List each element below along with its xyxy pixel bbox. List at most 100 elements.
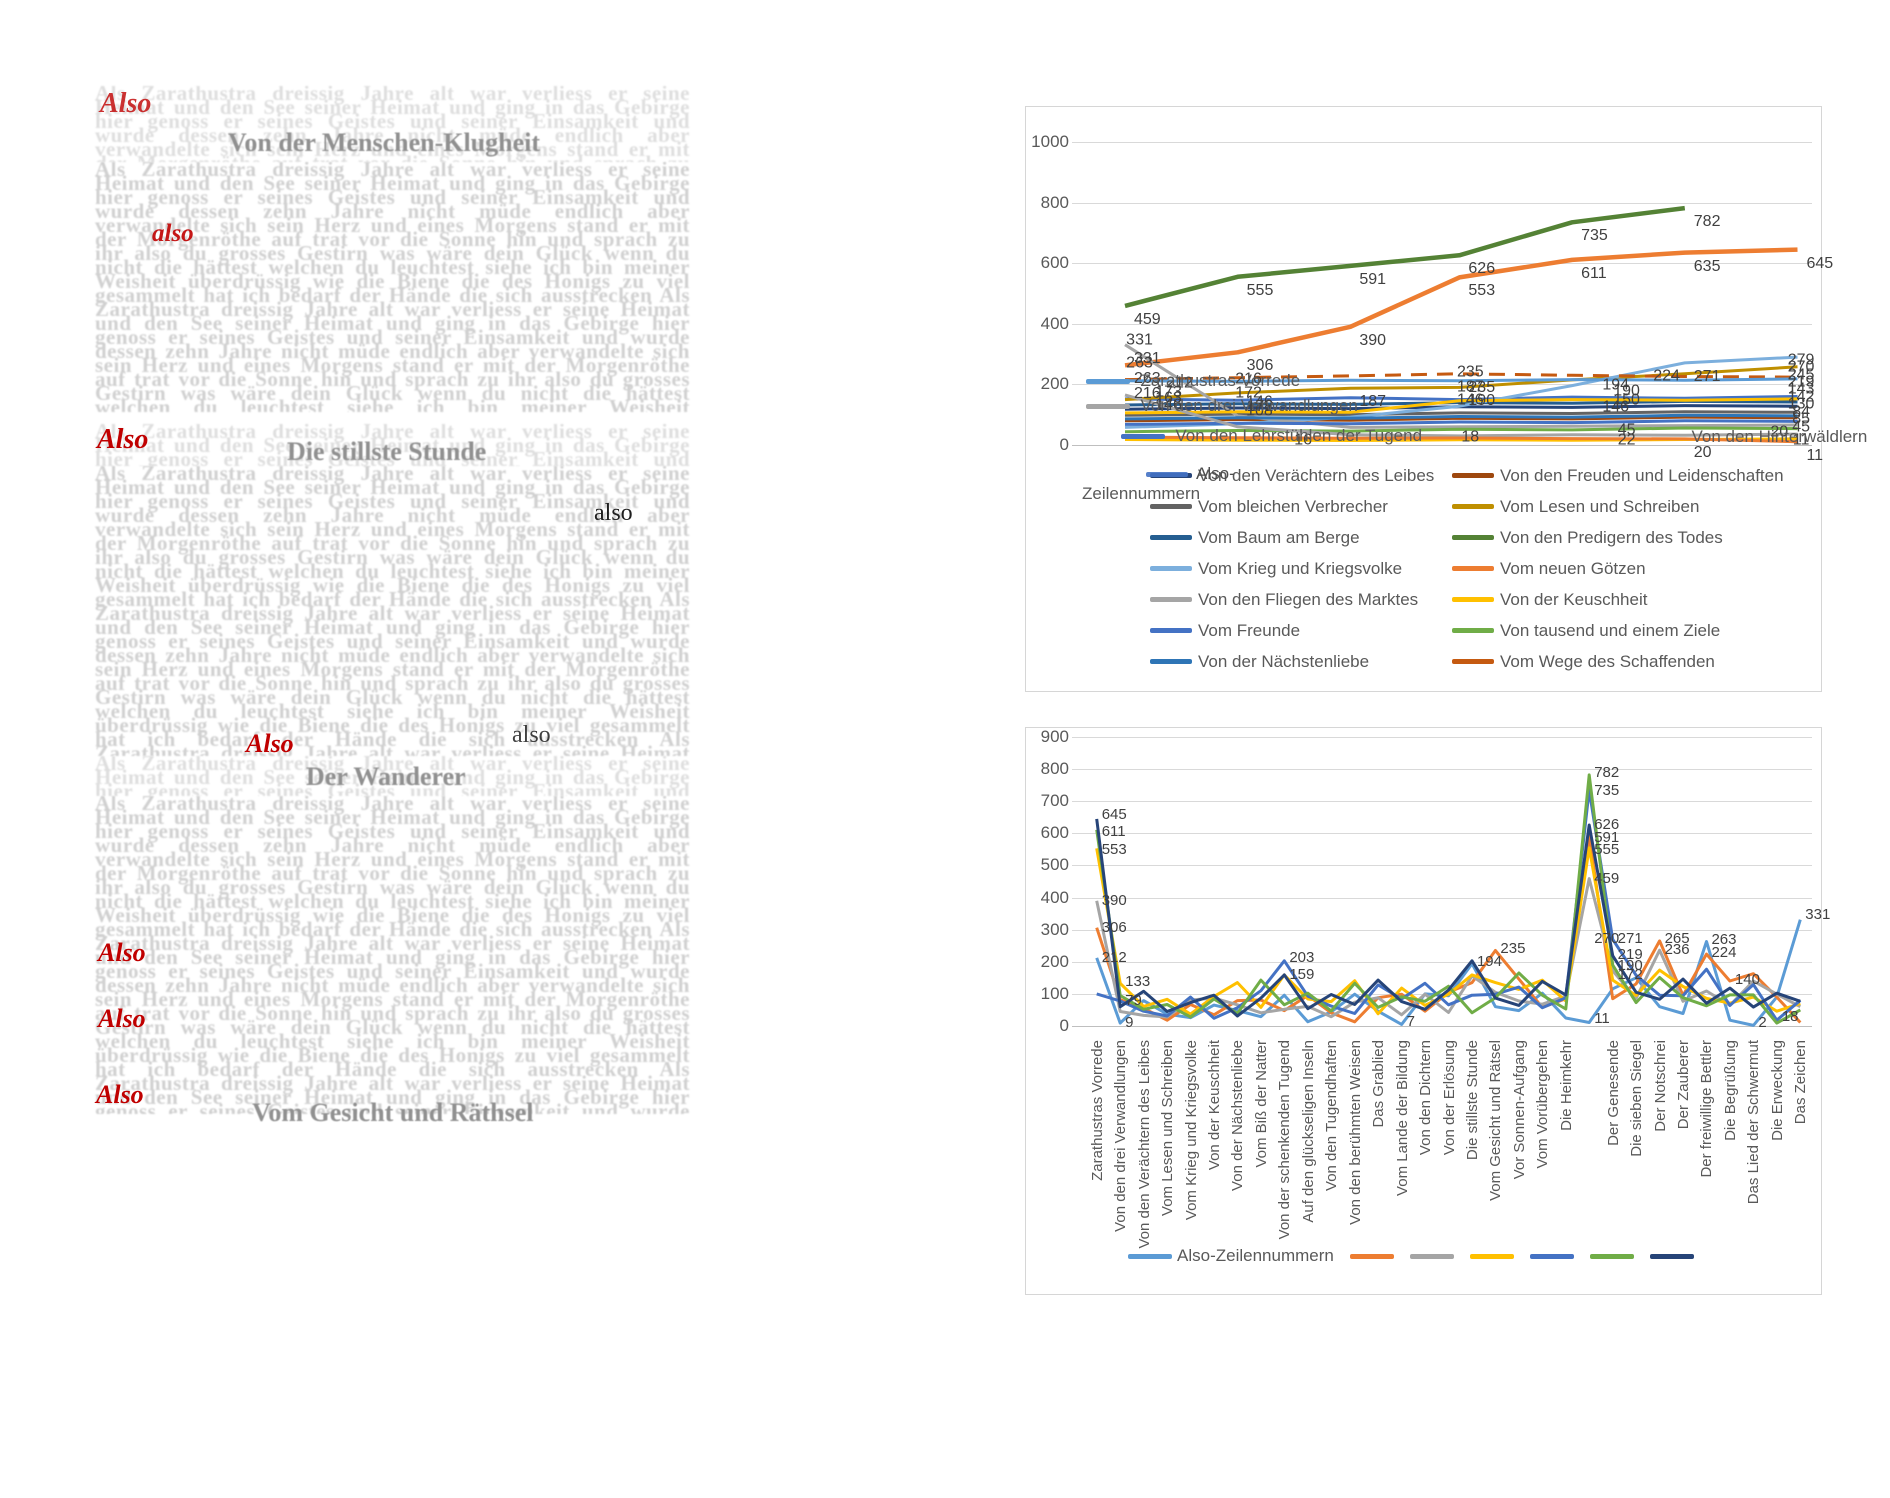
data-label: 173 (1155, 383, 1182, 401)
x-tick-label: Das Lied der Schwermut (1745, 1040, 1763, 1205)
data-label: 735 (1594, 781, 1620, 799)
legend-item-label: Von der Keuschheit (1500, 590, 1648, 609)
data-label: 133 (1125, 973, 1151, 991)
x-tick-label: Von den Tugendhaften (1323, 1040, 1341, 1191)
y-tick-label: 800 (1040, 192, 1069, 212)
data-label: 146 (1456, 391, 1484, 409)
data-label: 150 (1613, 391, 1640, 409)
document-chapter-heading: Vom Gesicht und Räthsel (252, 1098, 534, 1127)
data-label: 11 (1594, 1009, 1610, 1027)
legend-swatch (1150, 566, 1192, 571)
legend-item-label: Von den Predigern des Todes (1500, 528, 1723, 547)
data-label: 245 (1787, 366, 1815, 384)
data-label: 79 (1125, 991, 1142, 1009)
data-label: 18 (1461, 428, 1480, 446)
data-label: 263 (1126, 354, 1153, 372)
legend-item (1529, 1253, 1574, 1259)
legend-swatch (1409, 1253, 1454, 1259)
gridline (1072, 961, 1812, 963)
legend-swatch (1150, 504, 1192, 509)
gridline (1072, 769, 1812, 771)
legend-item-label: Zeilennummern (1082, 484, 1201, 503)
x-tick-label: Von den Verächtern des Leibes (1135, 1040, 1153, 1249)
document-garbled-text-block: Als Zarathustra dreissig Jahre alt war v… (95, 756, 690, 796)
x-tick-label: Vom Gesicht und Rätsel (1487, 1040, 1505, 1201)
legend-swatch (1150, 628, 1192, 633)
data-label: 235 (1500, 939, 1526, 957)
document-also-marker-red: Also (98, 938, 146, 967)
x-tick-label: Auf den glückseligen Inseln (1299, 1040, 1317, 1223)
legend-swatch (1128, 1253, 1172, 1259)
data-label: 782 (1693, 213, 1721, 231)
document-chapter-heading: Die stillste Stunde (287, 437, 487, 466)
gridline (1072, 897, 1812, 899)
data-label: 11 (1806, 446, 1824, 464)
document-also-marker-black: also (594, 500, 633, 526)
x-tick-label: Von der schenkenden Tugend (1276, 1040, 1294, 1240)
gridline (1072, 929, 1812, 931)
legend-swatch (1150, 597, 1192, 602)
data-label: 45 (1617, 421, 1636, 439)
data-label: 219 (1617, 945, 1643, 963)
gridline (1072, 801, 1812, 803)
x-tick-label: Die Heimkehr (1557, 1040, 1575, 1131)
data-label: 187 (1359, 393, 1387, 411)
x-tick-label: Das Grablied (1370, 1040, 1388, 1128)
document-also-marker-red: Also (98, 1004, 146, 1033)
data-label: 555 (1246, 281, 1274, 299)
x-tick-label: Zarathustras Vorrede (1088, 1040, 1106, 1181)
data-label: 306 (1246, 357, 1274, 375)
document-garbled-text-block: Als Zarathustra dreissig Jahre alt war v… (95, 162, 690, 412)
x-tick-label: Die Erweckung (1768, 1040, 1786, 1141)
data-label: 459 (1594, 869, 1620, 887)
data-label: 331 (1133, 349, 1161, 367)
data-label: 271 (1693, 367, 1721, 385)
data-label: 224 (1711, 944, 1737, 962)
x-tick-label: Vom Lesen und Schreiben (1159, 1040, 1177, 1216)
data-label: 163 (1155, 389, 1182, 407)
y-tick-label: 700 (1040, 791, 1069, 811)
data-label: 626 (1594, 815, 1620, 833)
data-label: 279 (1787, 351, 1815, 369)
x-axis-line (1072, 1026, 1812, 1027)
data-label: 159 (1289, 965, 1315, 983)
document-also-marker-red: Also (96, 1080, 144, 1109)
legend-item-label: Also- (1196, 464, 1235, 483)
data-label: 146 (1246, 393, 1273, 411)
legend-swatch (1452, 659, 1494, 664)
legend-item-label: Von den Fliegen des Marktes (1198, 590, 1419, 609)
data-label: 190 (1468, 392, 1496, 410)
data-label: 2 (1758, 1014, 1767, 1032)
x-tick-label: Die Begrüßung (1721, 1040, 1739, 1141)
data-label: 645 (1806, 254, 1834, 272)
data-label: 9 (1125, 1014, 1134, 1032)
document-also-marker-red: Also (246, 729, 294, 758)
data-label: 331 (1805, 906, 1831, 924)
legend-swatch (1589, 1253, 1634, 1259)
gridline (1072, 737, 1812, 738)
data-label: 143 (1787, 380, 1815, 398)
data-label: 146 (1602, 398, 1630, 416)
y-tick-label: 800 (1040, 759, 1069, 779)
data-label: 390 (1359, 331, 1387, 349)
data-label: 235 (1456, 363, 1484, 381)
data-label: 270 (1594, 930, 1620, 948)
data-label: 219 (1787, 373, 1815, 391)
x-tick-label: Der freiwillige Bettler (1698, 1040, 1716, 1178)
y-tick-label: 400 (1040, 313, 1069, 333)
data-label: 271 (1617, 929, 1643, 947)
y-tick-label: 600 (1040, 823, 1069, 843)
x-tick-label: Vom Vorübergehen (1534, 1040, 1552, 1169)
data-label: 108 (1246, 402, 1273, 420)
in-plot-series-label: Von den Lehrstühlen der Tugend (1175, 425, 1423, 445)
data-label: 212 (1166, 374, 1193, 392)
legend-item (1589, 1253, 1634, 1259)
x-tick-label: Von der Nächstenliebe (1229, 1040, 1247, 1191)
data-label: 45 (1792, 418, 1810, 436)
legend-swatch (1452, 597, 1494, 602)
data-label: 263 (1711, 930, 1737, 948)
series-key-dash (1086, 404, 1131, 410)
legend-swatch (1452, 504, 1494, 509)
data-label: 140 (1734, 971, 1760, 989)
